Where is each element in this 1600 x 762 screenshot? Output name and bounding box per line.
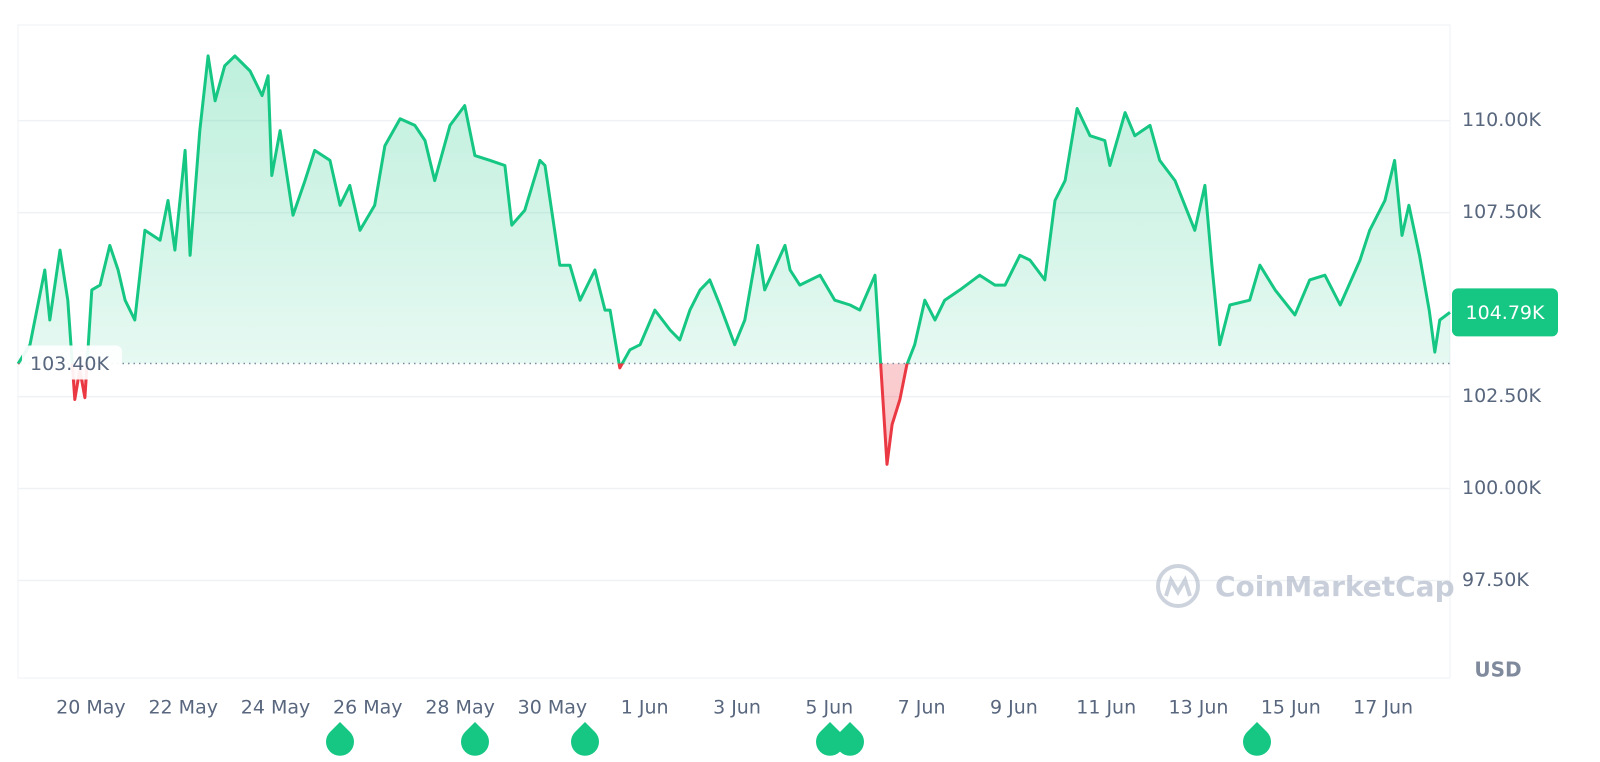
area-positive	[18, 55, 1450, 364]
x-tick-label: 24 May	[241, 697, 311, 719]
y-tick-label: 110.00K	[1462, 109, 1541, 131]
x-tick-label: 22 May	[148, 697, 218, 719]
watermark-logo	[1156, 564, 1200, 608]
y-tick-label: 102.50K	[1462, 385, 1541, 407]
x-tick-label: 1 Jun	[621, 697, 669, 719]
x-tick-label: 9 Jun	[990, 697, 1038, 719]
x-tick-label: 11 Jun	[1076, 697, 1136, 719]
event-markers	[326, 722, 1271, 756]
series	[16, 54, 1451, 466]
x-tick-label: 13 Jun	[1169, 697, 1229, 719]
x-tick-label: 3 Jun	[713, 697, 761, 719]
y-tick-label: 107.50K	[1462, 201, 1541, 223]
price-line	[16, 54, 1451, 364]
x-tick-label: 30 May	[518, 697, 588, 719]
x-tick-label: 7 Jun	[898, 697, 946, 719]
currency: USD	[1474, 658, 1521, 682]
watermark: CoinMarketCap	[1215, 570, 1455, 603]
last-price-label: 104.79K	[1466, 302, 1545, 324]
x-tick-label: 15 Jun	[1261, 697, 1321, 719]
y-tick-label: 97.50K	[1462, 569, 1529, 591]
x-tick-label: 5 Jun	[805, 697, 853, 719]
x-tick-label: 28 May	[425, 697, 495, 719]
reference-label-bg	[22, 345, 122, 380]
x-tick-label: 20 May	[56, 697, 126, 719]
x-tick-label: 26 May	[333, 697, 403, 719]
reference-label: 103.40K	[30, 353, 109, 375]
y-tick-label: 100.00K	[1462, 477, 1541, 499]
labels: 97.50K 100.00K 102.50K 107.50K 110.00K 20 May…	[22, 109, 1558, 719]
last-price-badge	[1452, 288, 1558, 337]
x-tick-label: 17 Jun	[1353, 697, 1413, 719]
